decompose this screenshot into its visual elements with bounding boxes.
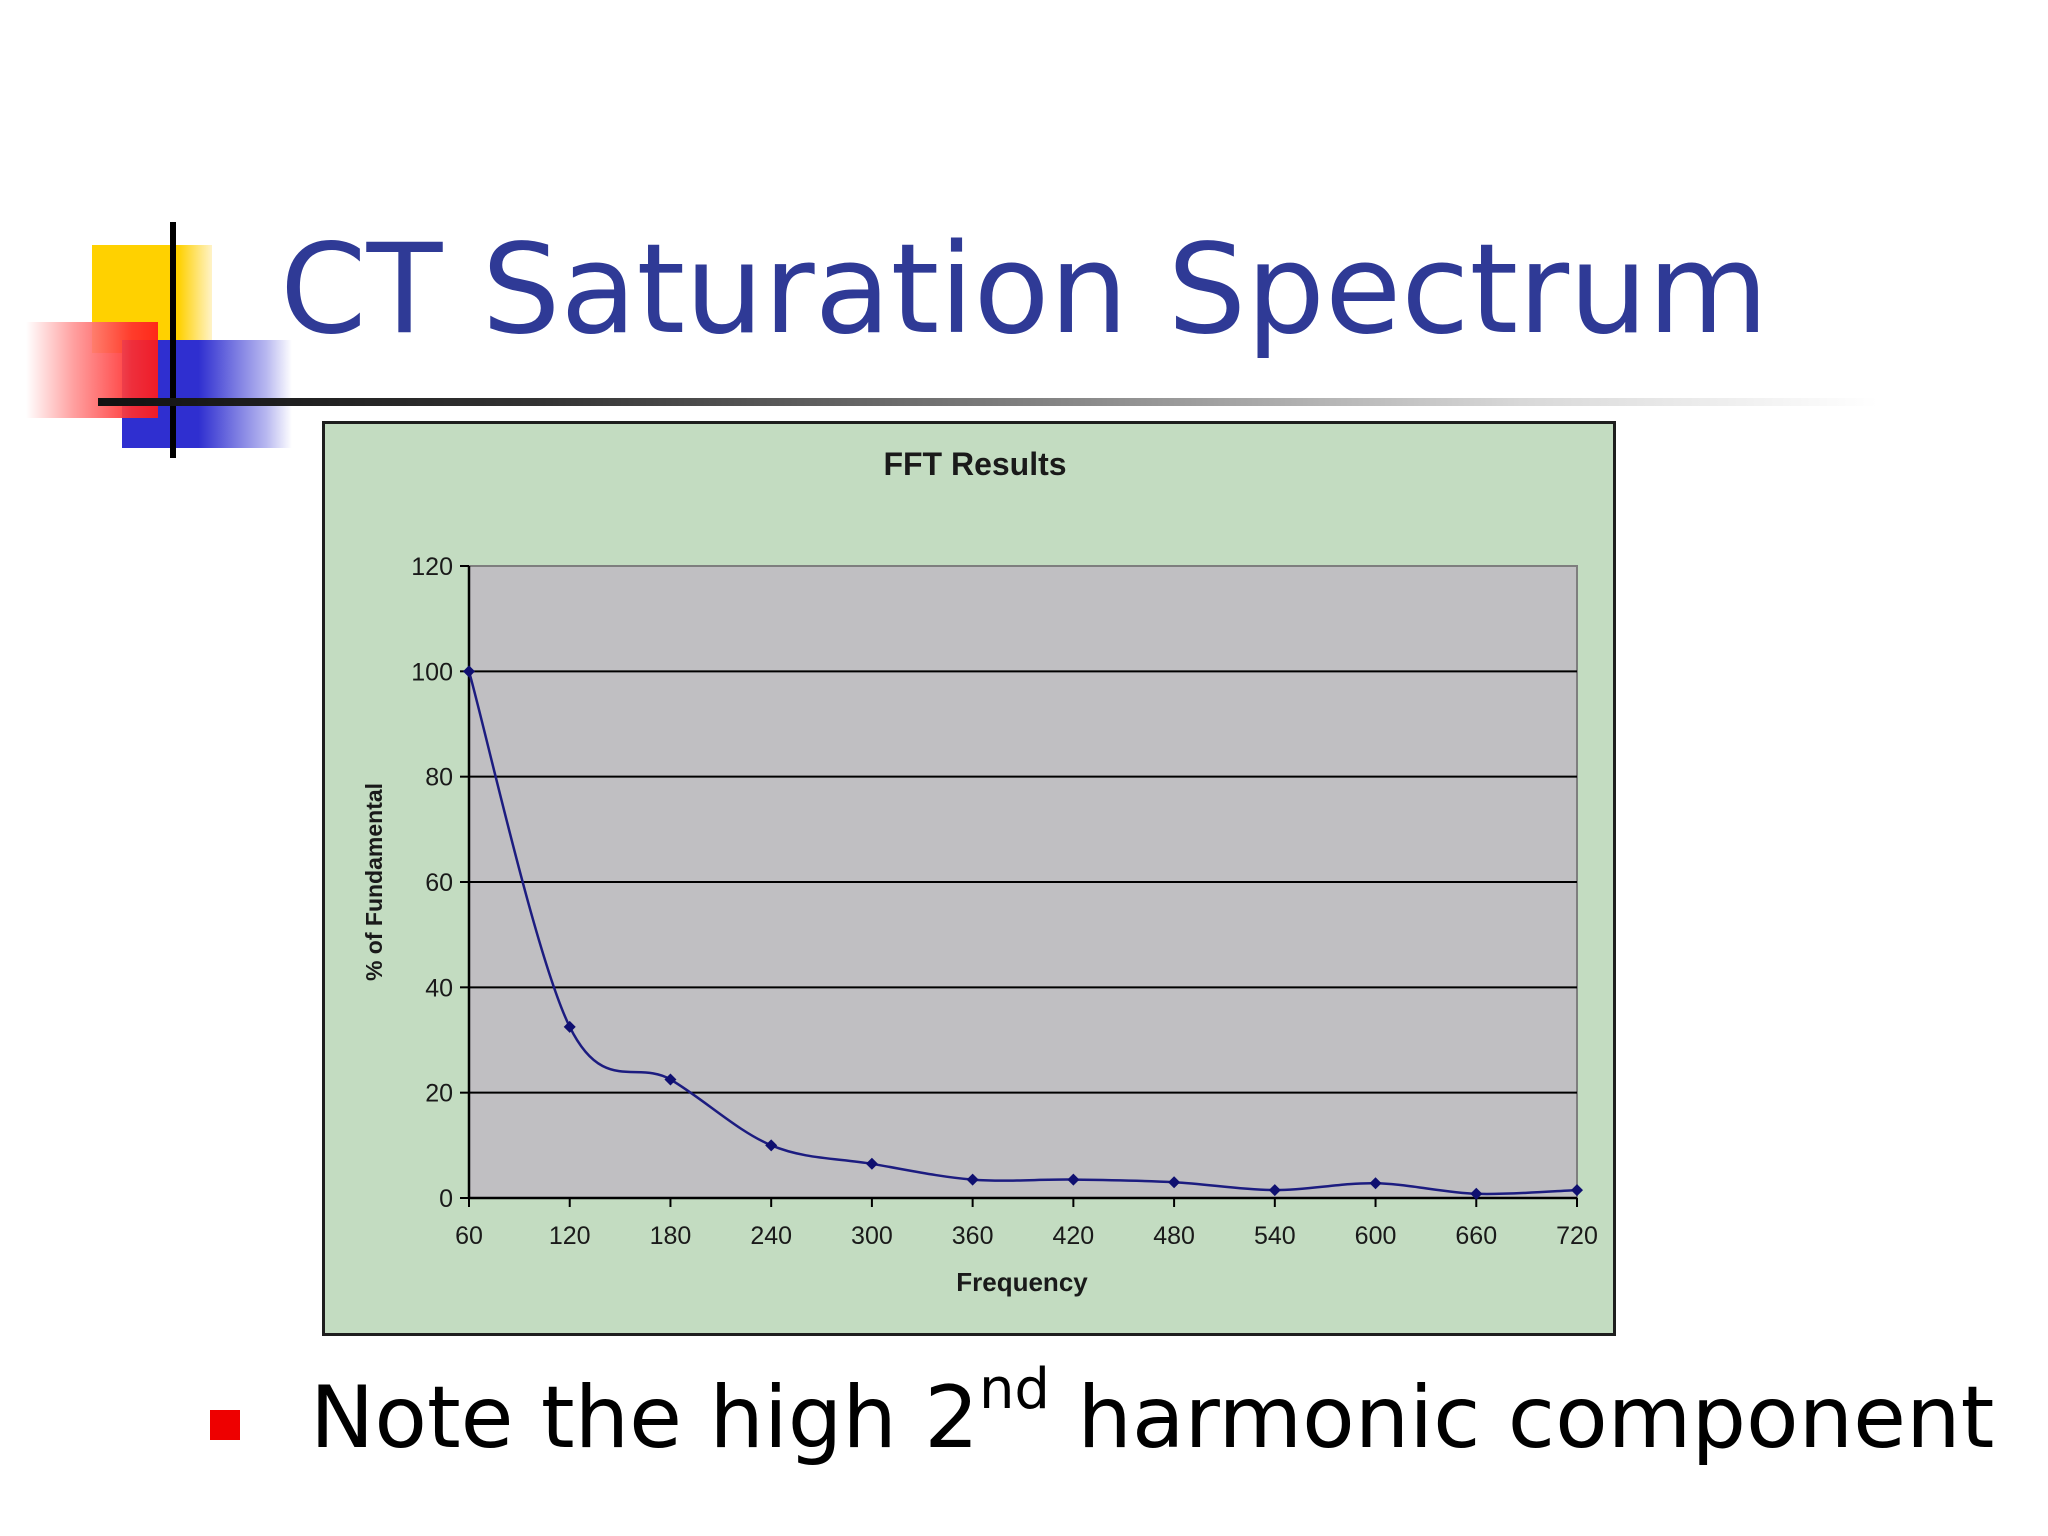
y-axis-label: % of Fundamental [361, 783, 387, 981]
x-tick-label: 60 [455, 1222, 483, 1250]
x-tick-label: 180 [650, 1222, 692, 1250]
y-tick-label: 40 [425, 974, 453, 1002]
chart-frame: FFT Results 0 20 40 60 80 100 120 60 120 180 240 3… [322, 421, 1616, 1336]
data-point-marker [865, 1157, 878, 1170]
data-point-marker [1067, 1173, 1080, 1186]
y-tick-labels: 0 20 40 60 80 100 120 [411, 553, 453, 1213]
data-points [463, 665, 1583, 1200]
x-tick-label: 720 [1556, 1222, 1598, 1250]
data-point-marker [563, 1020, 576, 1033]
y-tick-label: 120 [411, 553, 453, 581]
data-point-marker [1268, 1184, 1281, 1197]
x-tick-label: 480 [1153, 1222, 1195, 1250]
x-tick-label: 420 [1053, 1222, 1095, 1250]
x-tick-label: 300 [851, 1222, 893, 1250]
bullet-text-before: Note the high 2 [310, 1368, 979, 1468]
data-point-marker [765, 1139, 778, 1152]
data-point-marker [664, 1073, 677, 1086]
x-tick-label: 240 [750, 1222, 792, 1250]
x-tick-label: 120 [549, 1222, 591, 1250]
slide-title: CT Saturation Spectrum [280, 218, 1769, 362]
x-tick-label: 360 [952, 1222, 994, 1250]
y-tick-label: 0 [439, 1185, 453, 1213]
y-tick-label: 100 [411, 658, 453, 686]
bullet-text: Note the high 2nd harmonic component [310, 1361, 1995, 1473]
x-tick-label: 660 [1455, 1222, 1497, 1250]
decor-vertical-line [170, 222, 176, 458]
x-tick-label: 600 [1355, 1222, 1397, 1250]
fft-line-chart: FFT Results 0 20 40 60 80 100 120 60 120 180 240 3… [361, 446, 1598, 1297]
x-axis-label: Frequency [956, 1267, 1088, 1297]
data-point-marker [463, 665, 475, 678]
bullet-text-after: harmonic component [1049, 1368, 1995, 1468]
y-tick-label: 20 [425, 1080, 453, 1108]
grid-layer [469, 670, 1577, 1094]
data-point-marker [966, 1173, 979, 1186]
chart-title: FFT Results [883, 446, 1066, 482]
bullet-text-superscript: nd [978, 1356, 1050, 1422]
data-point-marker [1369, 1177, 1382, 1190]
y-tick-label: 60 [425, 869, 453, 897]
title-underline-rule [98, 398, 1878, 406]
x-tick-labels: 60 120 180 240 300 360 420 480 540 600 660 720 [455, 1222, 1598, 1250]
data-point-marker [1168, 1176, 1181, 1189]
x-tick-label: 540 [1254, 1222, 1296, 1250]
data-point-marker [1571, 1184, 1583, 1197]
bullet-marker-icon [210, 1410, 240, 1440]
data-point-marker [1470, 1187, 1483, 1200]
y-tick-label: 80 [425, 764, 453, 792]
